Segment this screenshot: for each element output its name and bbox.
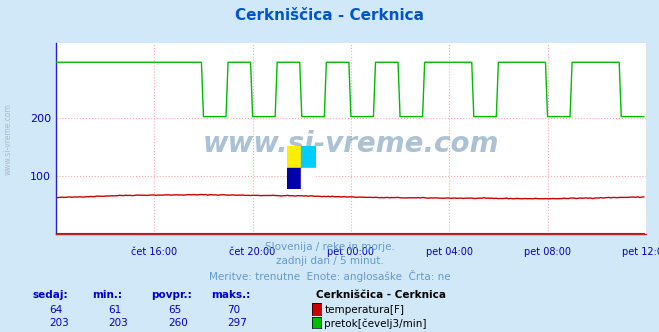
Text: sedaj:: sedaj:	[33, 290, 69, 300]
Text: 203: 203	[49, 318, 69, 328]
Text: 65: 65	[168, 305, 181, 315]
Text: Cerkniščica - Cerknica: Cerkniščica - Cerknica	[316, 290, 446, 300]
Text: maks.:: maks.:	[211, 290, 250, 300]
Text: Cerkniščica - Cerknica: Cerkniščica - Cerknica	[235, 8, 424, 23]
Text: www.si-vreme.com: www.si-vreme.com	[3, 104, 13, 175]
Bar	[302, 168, 316, 189]
Text: min.:: min.:	[92, 290, 123, 300]
Text: 297: 297	[227, 318, 247, 328]
Bar	[287, 168, 302, 189]
Text: čet 20:00: čet 20:00	[229, 247, 275, 257]
Text: 260: 260	[168, 318, 188, 328]
Text: 70: 70	[227, 305, 241, 315]
Text: 203: 203	[109, 318, 129, 328]
Text: 61: 61	[109, 305, 122, 315]
Text: povpr.:: povpr.:	[152, 290, 192, 300]
Text: www.si-vreme.com: www.si-vreme.com	[203, 130, 499, 158]
Bar	[287, 146, 302, 168]
Text: temperatura[F]: temperatura[F]	[324, 305, 404, 315]
Text: 64: 64	[49, 305, 63, 315]
Text: pet 08:00: pet 08:00	[524, 247, 571, 257]
Text: Slovenija / reke in morje.: Slovenija / reke in morje.	[264, 242, 395, 252]
Text: pet 04:00: pet 04:00	[426, 247, 473, 257]
Text: čet 16:00: čet 16:00	[131, 247, 177, 257]
Text: pretok[čevelj3/min]: pretok[čevelj3/min]	[324, 318, 427, 329]
Text: Meritve: trenutne  Enote: anglosaške  Črta: ne: Meritve: trenutne Enote: anglosaške Črta…	[209, 270, 450, 282]
Text: pet 00:00: pet 00:00	[328, 247, 374, 257]
Text: zadnji dan / 5 minut.: zadnji dan / 5 minut.	[275, 256, 384, 266]
Bar	[302, 146, 316, 168]
Text: pet 12:00: pet 12:00	[622, 247, 659, 257]
